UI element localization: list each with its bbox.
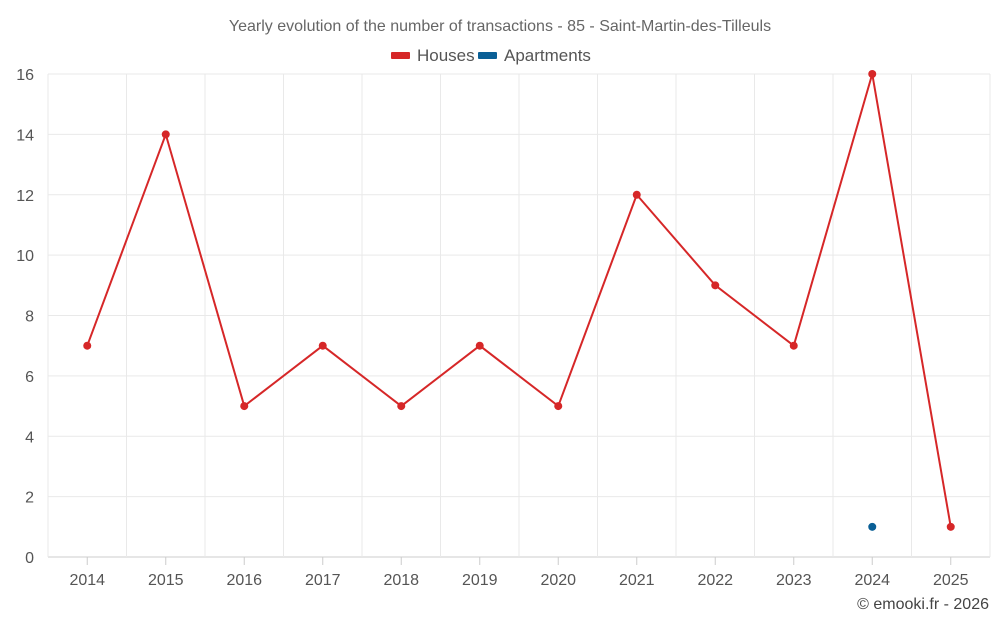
data-point-houses-2020[interactable] (554, 402, 563, 411)
x-tick-label: 2020 (540, 572, 576, 589)
legend-swatch (391, 52, 410, 59)
x-tick-label: 2017 (305, 572, 341, 589)
x-axis: 2014 2015 2016 2017 2018 2019 2020 2021 2022 2023… (69, 557, 969, 589)
y-tick-label: 10 (16, 248, 34, 265)
series-layer (83, 70, 955, 531)
data-point-houses-2018[interactable] (397, 402, 406, 411)
y-tick-label: 0 (25, 550, 34, 567)
y-tick-label: 12 (16, 188, 34, 205)
legend-item-houses[interactable]: Houses (391, 46, 475, 65)
y-tick-label: 8 (25, 309, 34, 326)
data-point-houses-2023[interactable] (789, 341, 798, 350)
chart-title: Yearly evolution of the number of transa… (229, 18, 771, 35)
data-point-houses-2014[interactable] (83, 341, 92, 350)
y-axis: 0 2 4 6 8 10 12 14 16 (16, 67, 34, 567)
series-line-houses (86, 73, 952, 527)
x-tick-label: 2015 (148, 572, 184, 589)
grid (47, 73, 991, 558)
x-tick-label: 2016 (226, 572, 262, 589)
x-tick-label: 2014 (69, 572, 105, 589)
y-tick-label: 2 (25, 490, 34, 507)
data-point-houses-2024[interactable] (868, 70, 877, 78)
series-houses (83, 70, 955, 531)
legend-swatch (478, 52, 497, 59)
x-tick-label: 2025 (933, 572, 969, 589)
legend-label: Apartments (504, 46, 591, 65)
x-tick-label: 2018 (383, 572, 419, 589)
data-point-houses-2016[interactable] (240, 402, 249, 411)
x-tick-label: 2022 (697, 572, 733, 589)
copyright-text: © emooki.fr - 2026 (857, 596, 989, 613)
data-point-houses-2015[interactable] (161, 130, 170, 139)
legend-label: Houses (417, 46, 475, 65)
data-point-apartments-2024[interactable] (868, 522, 877, 531)
data-point-houses-2025[interactable] (946, 522, 955, 531)
legend[interactable]: Houses Apartments (391, 46, 591, 65)
x-tick-label: 2021 (619, 572, 655, 589)
y-tick-label: 16 (16, 67, 34, 84)
y-tick-label: 6 (25, 369, 34, 386)
data-point-houses-2022[interactable] (711, 281, 720, 290)
legend-item-apartments[interactable]: Apartments (478, 46, 591, 65)
x-tick-label: 2023 (776, 572, 812, 589)
data-point-houses-2017[interactable] (318, 341, 327, 350)
series-apartments (868, 522, 877, 531)
data-point-houses-2019[interactable] (475, 341, 484, 350)
y-tick-label: 14 (16, 127, 34, 144)
x-tick-label: 2024 (854, 572, 890, 589)
data-point-houses-2021[interactable] (632, 190, 641, 199)
x-tick-label: 2019 (462, 572, 498, 589)
y-tick-label: 4 (25, 429, 34, 446)
